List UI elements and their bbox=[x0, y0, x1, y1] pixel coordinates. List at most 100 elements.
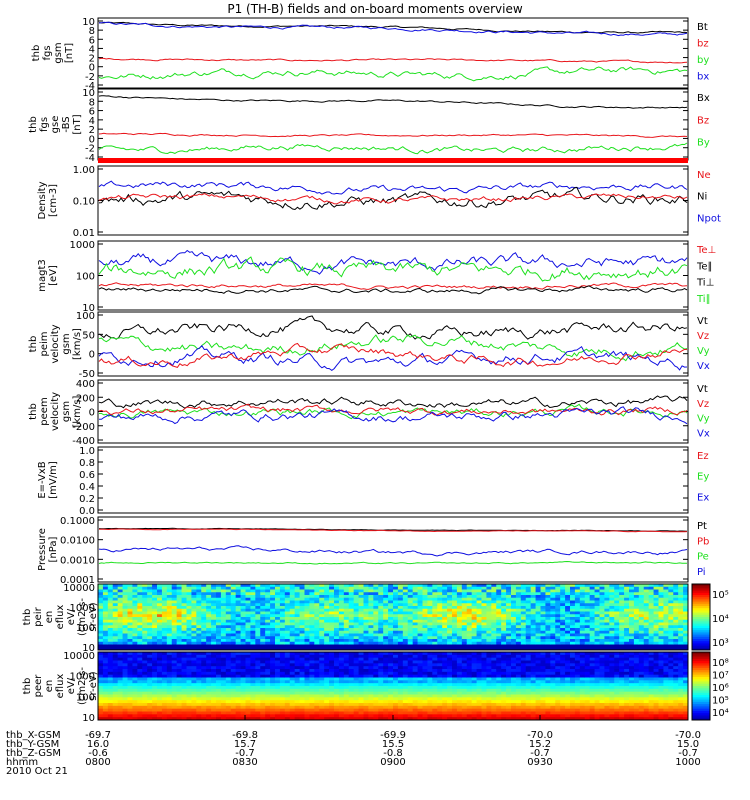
spectrogram-cell bbox=[186, 683, 192, 687]
y-tick-label: 1000 bbox=[70, 672, 95, 683]
spectrogram-cell bbox=[530, 606, 536, 610]
legend-entry: Bt bbox=[697, 22, 708, 33]
legend-entry: Pb bbox=[697, 536, 709, 547]
spectrogram-cell bbox=[378, 606, 384, 610]
spectrogram-cell bbox=[422, 654, 428, 659]
spectrogram-cell bbox=[663, 589, 669, 593]
spectrogram-cell bbox=[137, 708, 143, 712]
spectrogram-cell bbox=[250, 697, 256, 701]
spectrogram-cell bbox=[319, 657, 325, 661]
spectrogram-cell bbox=[584, 636, 591, 640]
spectrogram-cell bbox=[230, 628, 237, 632]
spectrogram-cell bbox=[186, 691, 192, 695]
spectrogram-cell bbox=[383, 694, 389, 698]
spectrogram-cell bbox=[142, 584, 148, 588]
spectrogram-cell bbox=[353, 584, 359, 588]
spectrogram-cell bbox=[540, 622, 546, 626]
spectrogram-cell bbox=[432, 617, 438, 621]
spectrogram-cell bbox=[240, 608, 246, 612]
spectrogram-cell bbox=[343, 597, 350, 601]
spectrogram-cell bbox=[452, 630, 458, 634]
spectrogram-cell bbox=[653, 625, 659, 629]
spectrogram-cell bbox=[112, 600, 119, 604]
spectrogram-cell bbox=[279, 611, 286, 615]
spectrogram-cell bbox=[388, 625, 394, 629]
spectrogram-cell bbox=[466, 600, 473, 604]
spectrogram-cell bbox=[270, 688, 276, 693]
spectrogram-cell bbox=[127, 674, 133, 678]
spectrogram-cell bbox=[152, 592, 158, 596]
spectrogram-cell bbox=[117, 592, 123, 596]
spectrogram-cell bbox=[343, 617, 350, 621]
spectrogram-cell bbox=[476, 592, 482, 596]
spectrogram-cell bbox=[147, 700, 153, 704]
spectrogram-cell bbox=[353, 589, 359, 593]
spectrogram-cell bbox=[407, 586, 414, 590]
spectrogram-cell bbox=[456, 636, 463, 640]
spectrogram-cell bbox=[260, 639, 266, 643]
spectrogram-cell bbox=[127, 688, 133, 693]
spectrogram-cell bbox=[584, 617, 591, 621]
spectrogram-cell bbox=[152, 619, 158, 623]
spectrogram-cell bbox=[102, 688, 109, 693]
spectrogram-cell bbox=[427, 606, 433, 610]
spectrogram-cell bbox=[304, 606, 310, 610]
spectrogram-cell bbox=[230, 717, 237, 721]
spectrogram-cell bbox=[447, 700, 453, 704]
spectrogram-cell bbox=[245, 628, 251, 632]
spectrogram-cell bbox=[412, 600, 418, 604]
spectrogram-cell bbox=[255, 628, 261, 632]
spectrogram-cell bbox=[629, 619, 635, 623]
spectrogram-cell bbox=[358, 644, 364, 648]
spectrogram-cell bbox=[486, 589, 492, 593]
spectrogram-cell bbox=[181, 674, 187, 678]
spectrogram-cell bbox=[137, 600, 143, 604]
spectrogram-cell bbox=[240, 691, 246, 695]
spectrogram-cell bbox=[191, 703, 197, 707]
spectrogram-cell bbox=[152, 595, 158, 599]
spectrogram-cell bbox=[250, 595, 256, 599]
y-tick-label: 0.8 bbox=[79, 458, 95, 469]
spectrogram-cell bbox=[181, 711, 187, 715]
spectrogram-cell bbox=[437, 641, 443, 645]
spectrogram-cell bbox=[314, 597, 320, 601]
spectrogram-cell bbox=[255, 608, 261, 612]
spectrogram-cell bbox=[471, 636, 477, 640]
y-axis-label: gse bbox=[50, 116, 61, 134]
spectrogram-cell bbox=[294, 641, 300, 645]
spectrogram-cell bbox=[555, 600, 561, 604]
spectrogram-cell bbox=[304, 641, 310, 645]
spectrogram-cell bbox=[584, 608, 591, 612]
spectrogram-cell bbox=[417, 717, 423, 721]
spectrogram-cell bbox=[230, 691, 237, 695]
spectrogram-cell bbox=[397, 652, 404, 656]
spectrogram-cell bbox=[299, 688, 305, 693]
spectrogram-cell bbox=[584, 595, 591, 599]
spectrogram-cell bbox=[166, 584, 173, 588]
spectrogram-cell bbox=[437, 688, 443, 693]
series-line-Ti∥ bbox=[98, 256, 688, 282]
spectrogram-cell bbox=[373, 666, 379, 670]
spectrogram-cell bbox=[378, 647, 384, 651]
y-tick-label: 100 bbox=[76, 311, 95, 322]
spectrogram-cell bbox=[220, 671, 227, 676]
spectrogram-cell bbox=[196, 683, 202, 687]
spectrogram-cell bbox=[343, 647, 350, 651]
spectrogram-cell bbox=[466, 639, 473, 643]
spectrogram-cell bbox=[284, 691, 291, 695]
spectrogram-cell bbox=[574, 608, 581, 612]
spectrogram-cell bbox=[629, 595, 635, 599]
spectrogram-cell bbox=[102, 714, 109, 718]
spectrogram-cell bbox=[299, 705, 305, 710]
spectrogram-cell bbox=[191, 697, 197, 701]
spectrogram-cell bbox=[393, 595, 399, 599]
spectrogram-cell bbox=[181, 694, 187, 698]
series-line-By bbox=[98, 142, 688, 155]
spectrogram-cell bbox=[397, 619, 404, 623]
spectrogram-cell bbox=[186, 608, 192, 612]
spectrogram-cell bbox=[250, 686, 256, 690]
spectrogram-cell bbox=[309, 595, 315, 599]
spectrogram-cell bbox=[461, 657, 468, 661]
spectrogram-cell bbox=[452, 625, 458, 629]
